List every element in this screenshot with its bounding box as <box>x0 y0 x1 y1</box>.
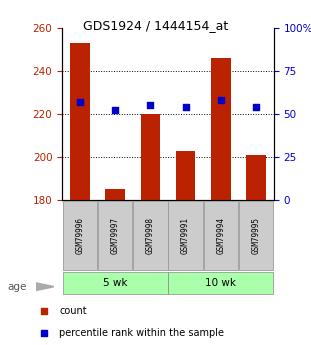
FancyBboxPatch shape <box>63 273 168 294</box>
Point <box>113 108 118 113</box>
FancyBboxPatch shape <box>168 273 273 294</box>
Bar <box>211 58 230 200</box>
FancyBboxPatch shape <box>239 201 273 270</box>
Text: age: age <box>8 282 27 292</box>
Bar <box>105 189 125 200</box>
Point <box>218 97 223 103</box>
FancyBboxPatch shape <box>63 201 97 270</box>
Text: percentile rank within the sample: percentile rank within the sample <box>59 328 224 338</box>
Text: 5 wk: 5 wk <box>103 278 127 288</box>
FancyBboxPatch shape <box>133 201 168 270</box>
Text: 10 wk: 10 wk <box>205 278 236 288</box>
Point <box>41 330 46 336</box>
Text: GSM79991: GSM79991 <box>181 217 190 254</box>
FancyBboxPatch shape <box>168 201 203 270</box>
Text: GSM79997: GSM79997 <box>111 217 119 254</box>
FancyBboxPatch shape <box>203 201 238 270</box>
Text: GSM79994: GSM79994 <box>216 217 225 254</box>
Point <box>148 102 153 108</box>
Bar <box>141 114 160 200</box>
Point <box>41 308 46 314</box>
Text: count: count <box>59 306 87 316</box>
Point <box>253 104 258 110</box>
FancyBboxPatch shape <box>98 201 132 270</box>
Polygon shape <box>36 283 54 290</box>
Text: GDS1924 / 1444154_at: GDS1924 / 1444154_at <box>83 19 228 32</box>
Bar <box>176 150 195 200</box>
Point <box>77 99 82 105</box>
Text: GSM79998: GSM79998 <box>146 217 155 254</box>
Bar <box>70 43 90 200</box>
Text: GSM79996: GSM79996 <box>75 217 84 254</box>
Bar <box>246 155 266 200</box>
Text: GSM79995: GSM79995 <box>252 217 261 254</box>
Point <box>183 104 188 110</box>
